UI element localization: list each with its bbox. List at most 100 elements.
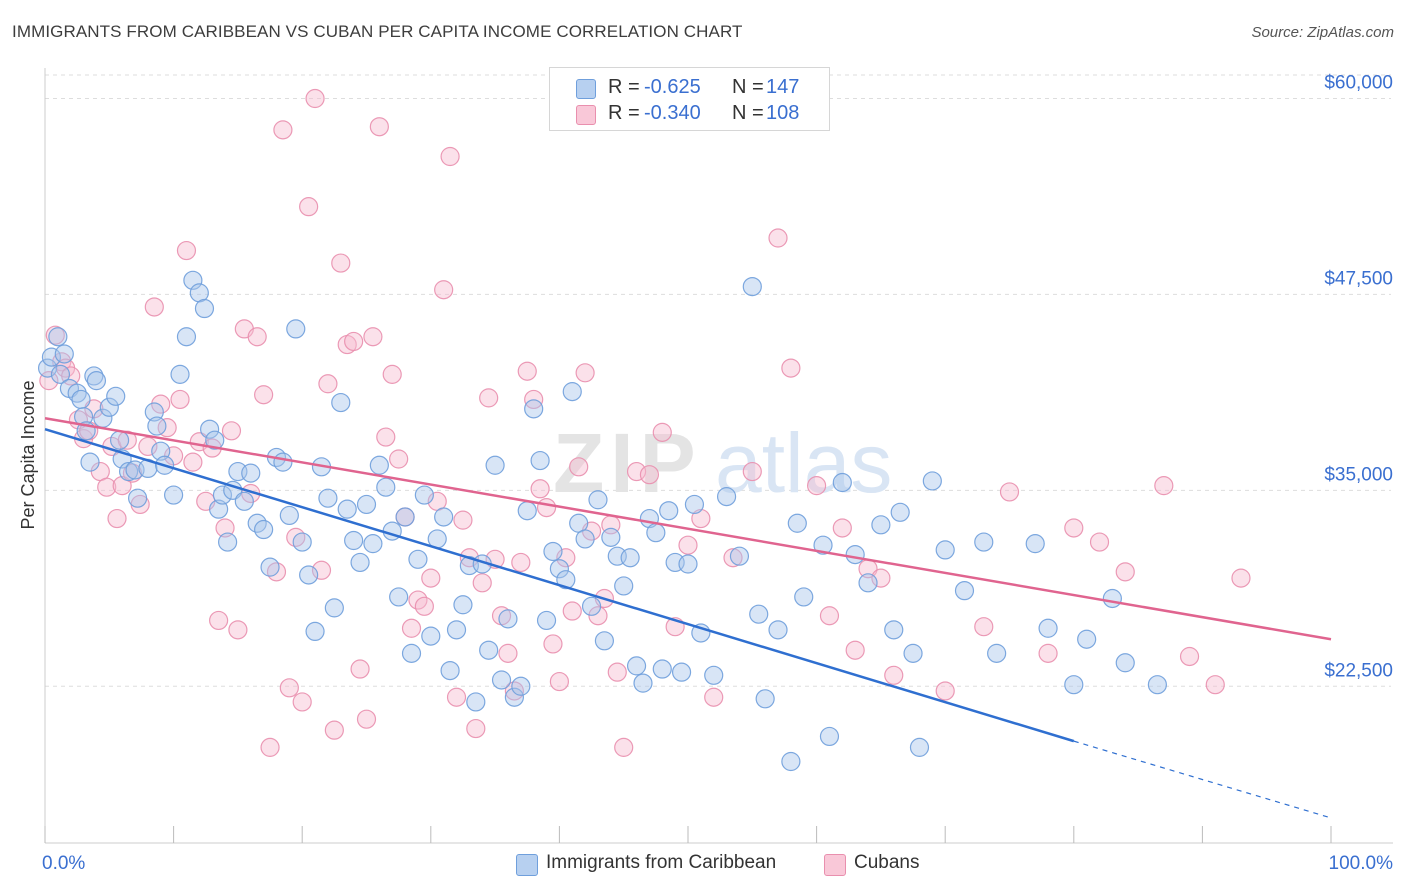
axis-labels: $22,500 $35,000 $47,500 $60,000 0.0% 100.0% Pe… [18,73,1393,874]
legend-n-value: 108 [766,102,800,124]
point-caribbean [813,535,833,555]
point-cubans [1179,646,1200,667]
point-cubans [382,364,402,384]
point-cubans [369,117,389,137]
point-caribbean [109,430,130,450]
point-cubans [819,606,840,626]
point-caribbean [536,610,557,631]
point-cubans [273,120,293,140]
trend-line-caribbean [44,428,1075,743]
point-cubans [279,678,299,698]
series-cubans [39,88,1251,757]
point-caribbean [581,596,602,616]
point-caribbean [164,485,184,505]
x-tick-label-min: 0.0% [42,853,85,874]
point-cubans [1231,568,1251,588]
point-cubans [1038,643,1058,663]
point-cubans [138,436,158,457]
point-caribbean [594,631,615,651]
point-cubans [446,687,467,707]
point-cubans [97,477,117,497]
point-caribbean [151,441,171,461]
point-caribbean [530,450,550,471]
point-cubans [331,253,351,273]
point-caribbean [48,327,68,347]
point-caribbean [954,581,975,601]
point-caribbean [324,598,344,618]
point-caribbean [350,552,370,573]
point-caribbean [273,452,293,472]
trend-lines [44,417,1332,819]
point-caribbean [344,530,364,551]
point-caribbean [147,416,167,436]
point-cubans [543,634,563,654]
point-caribbean [106,386,126,406]
trend-line-caribbean-extension [1073,740,1332,819]
legend-r-value: -0.625 [644,76,701,98]
point-cubans [768,228,788,248]
point-caribbean [1115,653,1135,673]
point-caribbean [659,501,679,521]
point-caribbean [209,499,229,519]
point-cubans [723,548,743,568]
point-caribbean [170,364,190,384]
point-cubans [1115,562,1135,582]
point-cubans [588,606,608,626]
point-caribbean [1102,588,1122,609]
point-cubans [318,374,338,394]
legend-row-caribbean: R = -0.625 N = 147 [550,75,829,101]
point-caribbean [755,689,775,709]
point-cubans [1089,532,1110,552]
point-cubans [453,510,473,530]
point-caribbean [504,687,524,707]
point-cubans [389,449,409,469]
y-axis-label: Per Capita Income [18,380,38,529]
point-caribbean [356,494,377,515]
point-cubans [1154,476,1174,496]
point-caribbean [212,485,233,505]
point-cubans [639,465,660,485]
point-caribbean [479,640,499,660]
point-caribbean [556,570,576,590]
point-caribbean [749,604,769,624]
grid-lines [45,74,1391,687]
point-caribbean [729,546,750,566]
point-cubans [305,88,325,109]
point-caribbean [299,565,319,585]
point-cubans [832,518,852,538]
legend-row-cubans: R = -0.340 N = 108 [550,101,829,127]
point-cubans [376,427,396,447]
point-caribbean [1077,629,1097,649]
point-cubans [742,461,762,482]
point-cubans [151,394,171,414]
point-caribbean [652,659,672,679]
point-caribbean [54,344,74,364]
point-cubans [209,610,229,631]
point-caribbean [626,656,647,676]
point-cubans [157,418,177,438]
point-caribbean [511,676,531,696]
point-caribbean [517,501,537,521]
point-caribbean [935,540,955,560]
point-cubans [183,452,203,472]
point-caribbean [434,507,454,527]
correlation-legend: R = -0.625 N = 147 R = -0.340 N = 108 [549,67,830,131]
point-cubans [466,718,486,739]
point-caribbean [678,554,698,574]
legend-label: Immigrants from Caribbean [546,852,777,873]
point-cubans [530,479,550,499]
point-caribbean [890,502,910,522]
point-caribbean [200,419,220,439]
point-cubans [1205,675,1225,695]
point-cubans [935,681,955,701]
point-cubans [536,497,557,518]
point-cubans [845,640,865,660]
point-cubans [549,671,570,692]
point-caribbean [601,527,621,547]
point-caribbean [408,549,428,569]
point-cubans [401,618,422,638]
point-caribbean [768,620,788,640]
legend-swatch-pink [576,105,596,125]
point-cubans [440,146,460,167]
point-caribbean [485,455,505,475]
